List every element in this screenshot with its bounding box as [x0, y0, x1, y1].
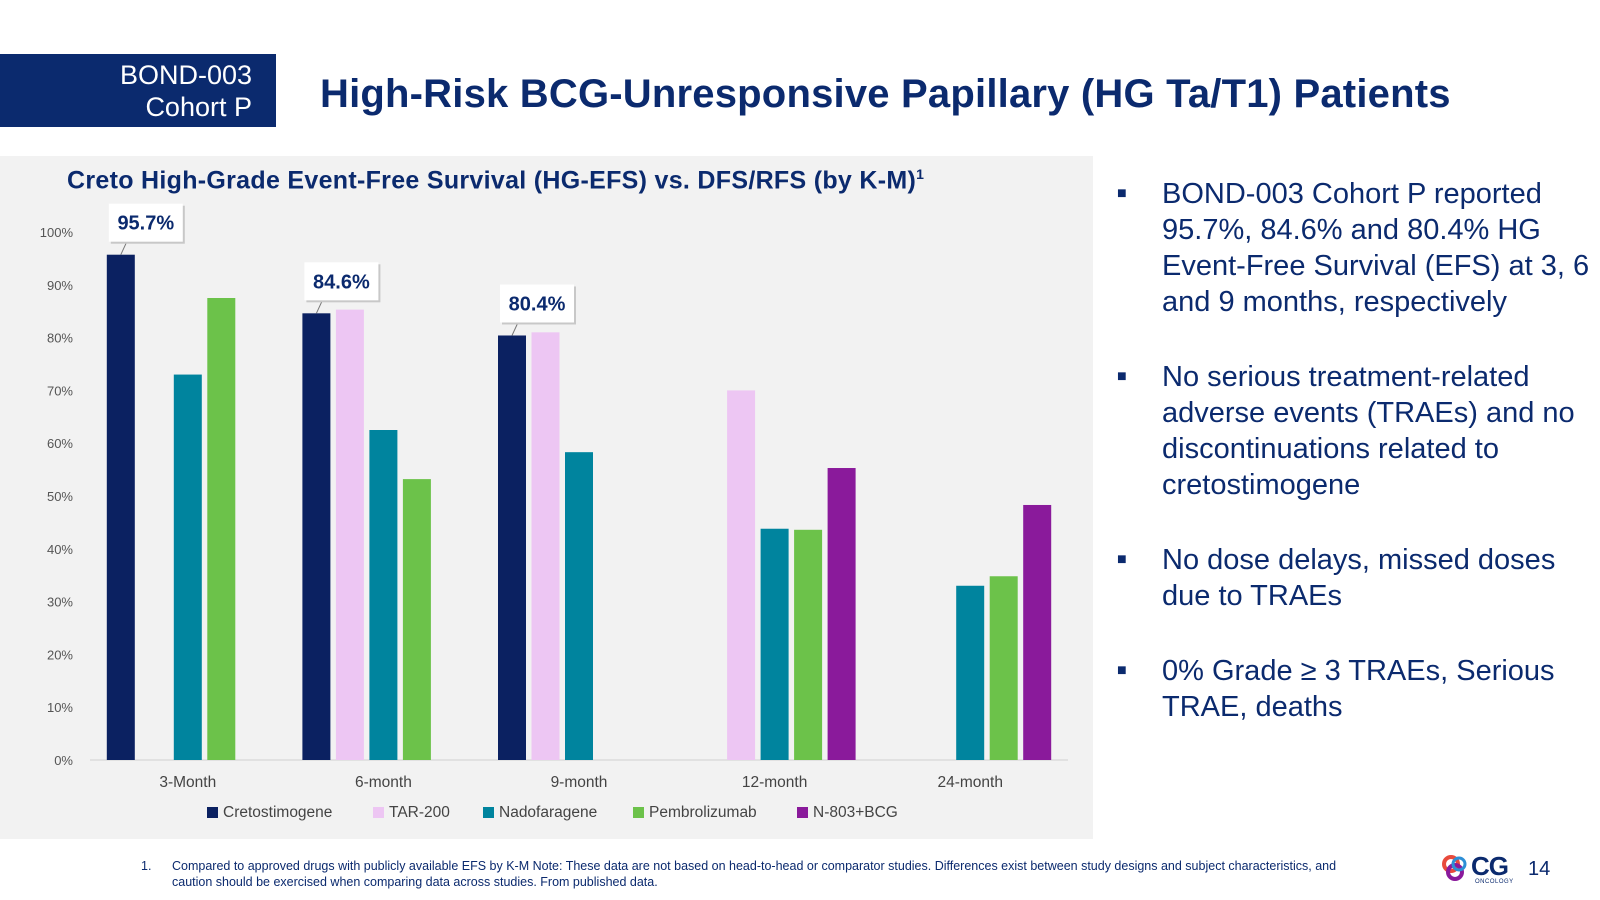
bar-chart: 0% 10% 20% 30% 40% 50% 60% 70% 80% 90% 100% 3-Month…: [40, 203, 1068, 821]
bar: [565, 452, 593, 760]
data-label: 80.4%: [509, 293, 566, 315]
cohort-line-2: Cohort P: [145, 91, 252, 122]
bar: [369, 430, 398, 760]
x-tick-label: 9-month: [551, 774, 608, 791]
legend-swatch: [373, 807, 384, 818]
page-title: High-Risk BCG-Unresponsive Papillary (HG…: [320, 72, 1451, 116]
bar: [207, 298, 236, 760]
bar: [106, 254, 135, 760]
bar: [335, 309, 364, 760]
footnote: 1. Compared to approved drugs with publi…: [141, 858, 1371, 890]
bullet-item: ■ 0% Grade ≥ 3 TRAEs, Serious TRAE, death…: [1110, 653, 1590, 725]
x-tick-label: 12-month: [742, 774, 807, 791]
y-tick-label: 10%: [47, 700, 73, 715]
data-label-leader: [511, 322, 519, 336]
company-logo: CG ONCOLOGY: [1441, 851, 1517, 887]
data-label: 84.6%: [313, 271, 370, 293]
bullet-marker-icon: ■: [1117, 551, 1127, 568]
data-label-box: [304, 262, 379, 301]
x-tick-label: 3-Month: [159, 774, 216, 791]
bullet-text: No dose delays, missed doses due to TRAE…: [1162, 544, 1556, 612]
bullet-item: ■ No dose delays, missed doses due to TRA…: [1110, 542, 1590, 614]
chart-title-text: Creto High-Grade Event-Free Survival (HG…: [67, 166, 917, 195]
chart-title: Creto High-Grade Event-Free Survival (HG…: [67, 166, 924, 195]
legend-swatch: [633, 807, 644, 818]
bullet-item: ■ No serious treatment-related adverse ev…: [1110, 359, 1590, 503]
y-tick-label: 100%: [40, 225, 74, 240]
bullet-text: BOND-003 Cohort P reported 95.7%, 84.6% …: [1162, 178, 1590, 318]
x-tick-label: 6-month: [355, 774, 412, 791]
bar: [498, 335, 526, 760]
bullet-text: No serious treatment-related adverse eve…: [1162, 361, 1575, 501]
key-findings-list: ■ BOND-003 Cohort P reported 95.7%, 84.6%…: [1110, 176, 1590, 725]
bar: [302, 313, 331, 760]
bullet-text: 0% Grade ≥ 3 TRAEs, Serious TRAE, deaths: [1162, 655, 1555, 723]
legend-swatch: [797, 807, 808, 818]
y-tick-label: 20%: [47, 647, 73, 662]
logo-text: CG: [1471, 851, 1509, 881]
bar: [794, 529, 823, 760]
bullet-marker-icon: ■: [1117, 185, 1127, 202]
y-tick-label: 30%: [47, 595, 73, 610]
data-label-box: [500, 284, 574, 323]
page-number: 14: [1528, 858, 1551, 880]
bar: [760, 528, 789, 760]
bar: [1023, 504, 1052, 760]
bar: [531, 332, 560, 760]
cohort-badge: BOND-003 Cohort P: [0, 54, 276, 127]
footnote-number: 1.: [141, 859, 152, 873]
data-label: 95.7%: [117, 213, 174, 235]
logo-mark-icon: [1442, 855, 1467, 881]
bar: [173, 374, 202, 760]
logo-subtext: ONCOLOGY: [1475, 879, 1514, 885]
y-tick-label: 0%: [54, 753, 73, 768]
y-tick-label: 50%: [47, 489, 73, 504]
y-tick-label: 90%: [47, 278, 73, 293]
data-label-leader: [120, 241, 128, 255]
bullet-marker-icon: ■: [1117, 662, 1127, 679]
y-tick-label: 80%: [47, 331, 73, 346]
bullet-item: ■ BOND-003 Cohort P reported 95.7%, 84.6%…: [1110, 176, 1590, 320]
footnote-text: Compared to approved drugs with publicly…: [172, 859, 1337, 889]
data-label-box: [108, 203, 183, 242]
bullet-marker-icon: ■: [1117, 368, 1127, 385]
legend-swatch: [207, 807, 218, 818]
y-tick-label: 60%: [47, 436, 73, 451]
legend-label: Cretostimogene: [223, 804, 332, 821]
bar: [402, 479, 431, 760]
legend-label: Pembrolizumab: [649, 804, 757, 821]
chart-title-footnote-ref: 1: [916, 166, 925, 182]
y-tick-label: 40%: [47, 542, 73, 557]
x-tick-label: 24-month: [937, 774, 1002, 791]
bar: [727, 390, 756, 760]
bar: [956, 585, 985, 760]
legend-label: N-803+BCG: [813, 804, 898, 821]
data-label-leader: [315, 300, 323, 314]
bar: [989, 576, 1018, 760]
legend-swatch: [483, 807, 494, 818]
cohort-line-1: BOND-003: [119, 59, 252, 90]
legend-label: TAR-200: [389, 804, 450, 821]
bar: [827, 468, 856, 760]
legend-label: Nadofaragene: [499, 804, 597, 821]
y-tick-label: 70%: [47, 383, 73, 398]
